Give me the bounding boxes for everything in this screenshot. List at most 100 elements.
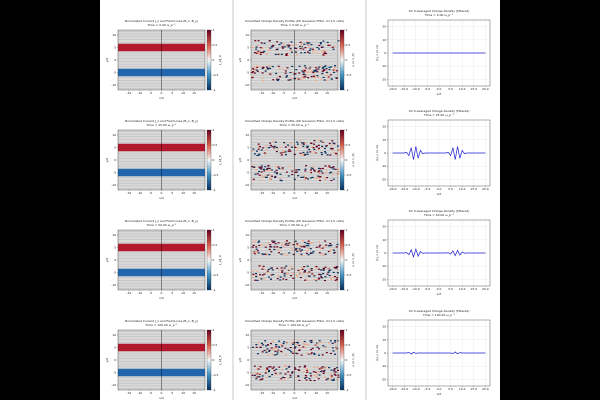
density-blob [334, 353, 337, 355]
density-blob [323, 51, 326, 53]
density-blob [292, 277, 295, 279]
density-blob [309, 66, 312, 68]
density-blob [264, 370, 267, 372]
density-blob [325, 169, 328, 171]
density-blob [327, 268, 330, 270]
density-blob [330, 375, 333, 377]
density-blob [273, 147, 276, 149]
density-blob [324, 178, 327, 180]
density-blob [294, 77, 297, 80]
colorbar-tick-label: -0.5 [213, 273, 219, 277]
x-axis-label: x/d [159, 296, 164, 300]
density-blob [320, 151, 323, 154]
density-blob [318, 348, 321, 350]
colorbar-tick-label: -1 [213, 388, 216, 392]
density-blob [306, 279, 309, 281]
density-blob [328, 274, 331, 277]
density-blob [278, 43, 281, 46]
x-tick-label: 5 [304, 91, 306, 95]
density-blob [261, 351, 264, 353]
density-blob [273, 369, 276, 372]
x-tick-label: -20.0 [389, 87, 397, 91]
density-blob [298, 366, 301, 368]
density-blob [308, 69, 311, 71]
density-blob [255, 52, 258, 54]
density-blob [330, 244, 333, 246]
x-tick-label: 10 [181, 191, 185, 195]
density-blob [330, 377, 333, 379]
density-blob [291, 272, 294, 275]
y-axis-label: ⟨ρ⟩_x (e n₀) [375, 245, 379, 262]
density-blob [268, 349, 271, 351]
density-blob [324, 165, 327, 167]
density-blob [299, 346, 302, 349]
density-blob [301, 142, 304, 144]
density-blob [281, 376, 284, 378]
density-blob [300, 52, 303, 54]
density-blob [312, 169, 315, 171]
density-blob [271, 348, 274, 350]
density-blob [309, 340, 312, 342]
density-blob [258, 373, 261, 375]
density-blob [325, 244, 328, 246]
density-blob [318, 368, 321, 370]
density-blob [299, 140, 302, 142]
density-blob [328, 367, 331, 369]
x-tick-label: -5 [282, 291, 285, 295]
density-blob [280, 343, 283, 346]
density-blob [300, 254, 303, 257]
density-blob [308, 148, 311, 151]
density-blob [271, 374, 274, 376]
density-blob [253, 374, 256, 377]
density-blob [322, 40, 325, 42]
density-blob [275, 346, 278, 348]
plot-border [387, 219, 491, 287]
density-blob [280, 154, 283, 156]
density-blob [251, 277, 254, 279]
density-blob [266, 270, 269, 272]
density-blob [253, 51, 256, 54]
density-blob [307, 240, 310, 242]
density-blob [317, 342, 320, 344]
density-blob [288, 349, 291, 351]
density-blob [257, 148, 260, 150]
density-blob [323, 369, 326, 372]
density-blob [317, 378, 320, 380]
density-blob [310, 348, 313, 351]
density-blob [321, 167, 324, 170]
density-blob [289, 50, 292, 52]
x-tick-label: 5 [304, 391, 306, 395]
density-blob [278, 167, 281, 170]
density-blob [268, 248, 271, 251]
density-blob [280, 246, 283, 249]
colorbar-tick-label: -1 [346, 388, 349, 392]
density-blob [303, 340, 306, 343]
density-blob [277, 346, 280, 348]
x-tick-label: -20.0 [389, 287, 397, 291]
density-blob [259, 146, 262, 148]
density-blob [269, 245, 272, 248]
density-blob [280, 378, 283, 380]
density-blob [276, 246, 279, 248]
density-blob [282, 43, 285, 45]
density-blob [269, 142, 272, 144]
density-blob [260, 165, 263, 167]
density-blob [313, 66, 316, 68]
density-blob [251, 71, 254, 73]
density-blob [280, 146, 283, 148]
density-blob [325, 351, 328, 354]
density-blob [255, 275, 258, 278]
x-tick-label: -10 [270, 391, 275, 395]
density-blob [318, 374, 321, 376]
density-blob [264, 69, 267, 71]
density-blob [310, 71, 313, 73]
x-tick-label: -15 [126, 191, 131, 195]
density-blob [264, 253, 267, 255]
density-blob [333, 370, 336, 372]
density-blob [285, 273, 288, 275]
density-blob [318, 246, 321, 248]
density-blob [283, 365, 286, 367]
density-blob [318, 48, 321, 50]
density-blob [302, 151, 305, 154]
density-blob [251, 246, 254, 248]
